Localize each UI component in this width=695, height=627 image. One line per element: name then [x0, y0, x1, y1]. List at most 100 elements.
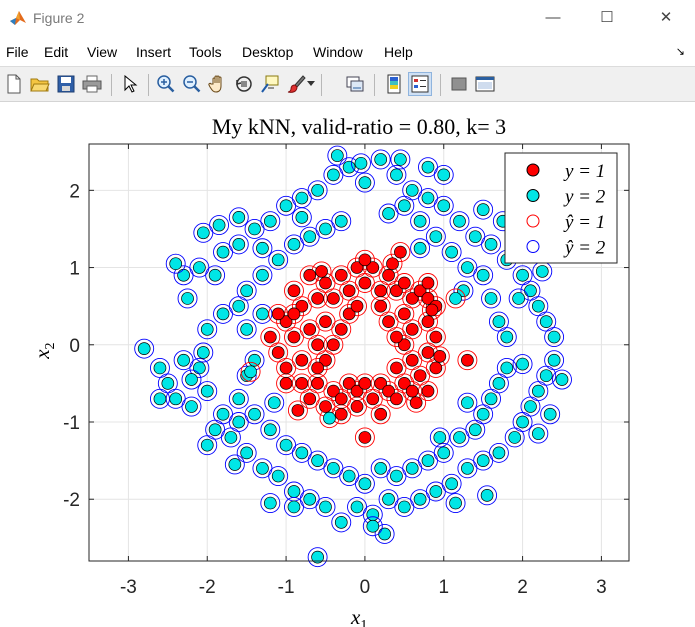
new-figure-button[interactable] [2, 72, 26, 96]
class2-point [539, 369, 553, 383]
class2-point [185, 400, 198, 413]
class2-point [429, 485, 443, 498]
figure-canvas: -3 -2 -1 0 1 2 3 -2 -1 0 1 2 My kNN, valid-ratio = 0… [0, 102, 695, 627]
class2-point [476, 203, 490, 216]
link-plot-button[interactable] [343, 72, 367, 96]
legend-marker [526, 240, 540, 253]
predicted-class2-ring [197, 381, 218, 402]
class1-point [287, 284, 301, 298]
menu-tools[interactable]: Tools [189, 44, 222, 60]
open-file-button[interactable] [28, 72, 52, 96]
y-tick-label: 2 [69, 181, 80, 202]
predicted-class2-ring [209, 215, 230, 236]
close-button[interactable]: ✕ [643, 0, 689, 34]
zoom-in-button[interactable] [154, 72, 178, 96]
class2-point [358, 176, 372, 189]
menu-help[interactable]: Help [384, 44, 413, 60]
y-tick-label: -1 [63, 413, 80, 434]
class2-point [500, 361, 514, 375]
class2-point [382, 207, 395, 220]
data-cursor-button[interactable] [258, 72, 282, 96]
maximize-button[interactable]: ☐ [584, 0, 630, 34]
x-tick-label: 0 [360, 577, 371, 598]
class2-point [153, 392, 167, 406]
menu-view[interactable]: View [87, 44, 118, 60]
pointer-button[interactable] [118, 72, 142, 96]
class1-point [311, 292, 324, 305]
class1-point [327, 384, 340, 398]
class2-point [382, 492, 395, 506]
class1-point [319, 276, 332, 290]
y-tick-label: 0 [69, 336, 80, 357]
minimize-button[interactable]: — [530, 0, 576, 34]
class1-point [311, 338, 324, 352]
predicted-class1-ring [390, 242, 411, 263]
rotate-3d-button[interactable] [232, 72, 256, 96]
class1-point [390, 392, 403, 406]
class2-point [279, 199, 293, 213]
save-button[interactable] [54, 72, 78, 96]
predicted-class2-ring [347, 496, 367, 517]
x-axis-label: x1 [350, 605, 367, 627]
legend-marker [526, 163, 540, 177]
class2-point [177, 353, 190, 367]
hide-plot-tools-icon [451, 77, 467, 91]
class2-point [421, 191, 435, 205]
menu-edit[interactable]: Edit [44, 44, 69, 60]
menu-file[interactable]: File [6, 44, 29, 60]
predicted-class2-ring [236, 319, 257, 340]
class2-point [480, 489, 494, 502]
toolbar-separator [148, 74, 149, 96]
class2-point [547, 353, 561, 367]
dock-arrow-icon[interactable]: ↘ [675, 46, 685, 58]
class2-point [413, 241, 427, 255]
brush-button[interactable] [284, 72, 308, 96]
class1-point [287, 330, 301, 344]
predicted-class2-ring [197, 435, 218, 456]
class2-point [484, 392, 498, 406]
hide-plot-tools-button[interactable] [447, 72, 471, 96]
brush-dropdown[interactable] [305, 72, 317, 96]
class1-point [374, 377, 388, 390]
knn-scatter-plot[interactable]: -3 -2 -1 0 1 2 3 -2 -1 0 1 2 My kNN, valid-ratio = 0… [0, 102, 695, 627]
class1-point [279, 315, 293, 328]
class2-point [323, 411, 336, 425]
class2-point [153, 361, 167, 375]
zoom-out-button[interactable] [180, 72, 204, 96]
class1-point [366, 261, 380, 274]
menu-window[interactable]: Window [313, 44, 363, 60]
class2-point [240, 322, 254, 336]
predicted-class2-ring [453, 280, 474, 301]
predicted-class2-ring [236, 280, 257, 301]
legend-button[interactable] [408, 72, 432, 96]
class2-point [516, 415, 529, 429]
predicted-class2-ring [252, 238, 273, 259]
class2-point [216, 307, 230, 321]
show-plot-tools-button[interactable] [473, 72, 497, 96]
menu-insert[interactable]: Insert [136, 44, 172, 60]
colorbar-button[interactable] [382, 72, 406, 96]
menu-desktop[interactable]: Desktop [242, 44, 294, 60]
legend-icon [411, 75, 429, 93]
class2-point [449, 496, 462, 510]
predicted-class2-ring [264, 392, 285, 413]
predicted-class2-ring [331, 512, 352, 533]
class2-point [358, 477, 372, 491]
predicted-class2-ring [181, 369, 202, 390]
print-button[interactable] [80, 72, 104, 96]
class2-point [468, 230, 482, 244]
pan-button[interactable] [206, 72, 230, 96]
class1-point [342, 284, 356, 298]
legend-box[interactable] [504, 152, 618, 264]
class1-point [295, 377, 309, 390]
class2-point [303, 492, 317, 506]
predicted-class2-ring [457, 458, 478, 479]
predicted-class2-ring [433, 195, 454, 216]
menu-bar: File Edit View Insert Tools Desktop Wind… [0, 38, 695, 66]
class2-point [181, 292, 194, 305]
predicted-class1-ring [370, 404, 391, 425]
predicted-class2-ring [260, 419, 281, 440]
class2-point [287, 500, 301, 514]
class2-point [263, 423, 277, 437]
class2-point [492, 315, 506, 328]
